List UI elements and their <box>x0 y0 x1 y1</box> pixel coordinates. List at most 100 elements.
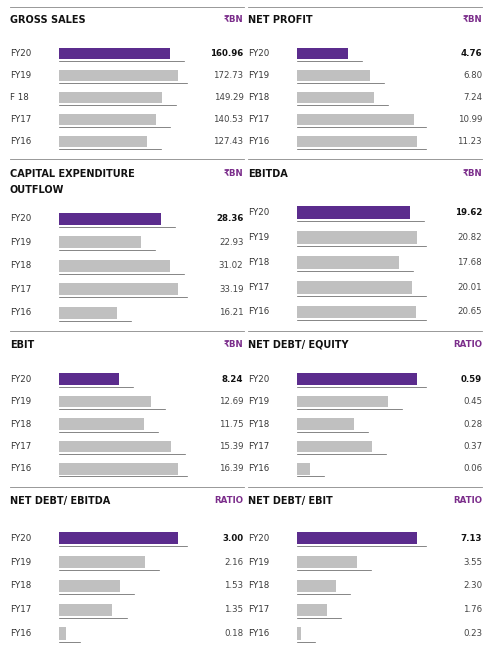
Text: FY16: FY16 <box>248 308 270 316</box>
Text: ₹BN: ₹BN <box>224 340 244 349</box>
Bar <box>298 114 414 125</box>
Bar <box>298 604 327 616</box>
Bar <box>59 396 151 408</box>
Text: FY17: FY17 <box>10 115 31 124</box>
Text: 22.93: 22.93 <box>219 238 244 247</box>
Text: 149.29: 149.29 <box>214 93 244 102</box>
Bar <box>298 281 412 293</box>
Text: 33.19: 33.19 <box>219 285 244 294</box>
Text: 0.37: 0.37 <box>463 442 482 451</box>
Text: 7.24: 7.24 <box>463 93 482 102</box>
Text: FY16: FY16 <box>10 629 31 638</box>
Bar <box>298 92 375 103</box>
Bar <box>59 48 170 59</box>
Text: FY18: FY18 <box>248 419 270 428</box>
Bar <box>298 627 301 640</box>
Bar <box>298 206 410 219</box>
Text: EBITDA: EBITDA <box>248 170 288 179</box>
Text: 0.45: 0.45 <box>463 397 482 406</box>
Text: ₹BN: ₹BN <box>463 170 482 179</box>
Bar <box>298 374 417 385</box>
Text: ₹BN: ₹BN <box>463 16 482 24</box>
Text: FY19: FY19 <box>10 71 31 80</box>
Text: FY19: FY19 <box>248 233 269 242</box>
Text: 4.76: 4.76 <box>461 49 482 58</box>
Text: NET DEBT/ EBITDA: NET DEBT/ EBITDA <box>10 496 110 507</box>
Text: 8.24: 8.24 <box>222 375 244 383</box>
Text: FY17: FY17 <box>248 283 270 291</box>
Text: 140.53: 140.53 <box>213 115 244 124</box>
Bar <box>59 213 161 225</box>
Text: FY18: FY18 <box>10 261 31 271</box>
Text: 0.28: 0.28 <box>463 419 482 428</box>
Text: 172.73: 172.73 <box>213 71 244 80</box>
Text: FY18: FY18 <box>248 258 270 267</box>
Text: 1.53: 1.53 <box>225 582 244 590</box>
Text: 0.59: 0.59 <box>461 375 482 383</box>
Text: 3.00: 3.00 <box>223 534 244 542</box>
Bar <box>298 306 416 318</box>
Bar <box>298 532 417 544</box>
Text: EBIT: EBIT <box>10 340 34 350</box>
Text: CAPITAL EXPENDITURE: CAPITAL EXPENDITURE <box>10 169 134 179</box>
Text: FY19: FY19 <box>10 397 31 406</box>
Bar <box>59 556 145 568</box>
Bar <box>298 418 354 430</box>
Text: F 18: F 18 <box>10 93 29 102</box>
Text: FY16: FY16 <box>248 137 270 146</box>
Text: FY16: FY16 <box>10 464 31 473</box>
Text: FY17: FY17 <box>248 605 270 614</box>
Text: 31.02: 31.02 <box>219 261 244 271</box>
Text: FY20: FY20 <box>248 49 270 58</box>
Text: OUTFLOW: OUTFLOW <box>10 185 64 195</box>
Text: 11.23: 11.23 <box>457 137 482 146</box>
Bar <box>59 70 178 82</box>
Text: FY17: FY17 <box>10 285 31 294</box>
Text: FY19: FY19 <box>10 238 31 247</box>
Text: FY20: FY20 <box>248 375 270 383</box>
Text: 16.39: 16.39 <box>219 464 244 473</box>
Bar <box>59 418 144 430</box>
Text: NET DEBT/ EQUITY: NET DEBT/ EQUITY <box>248 340 349 350</box>
Text: FY18: FY18 <box>10 419 31 428</box>
Text: 2.30: 2.30 <box>463 582 482 590</box>
Text: FY17: FY17 <box>10 442 31 451</box>
Bar <box>59 604 112 616</box>
Text: FY19: FY19 <box>248 557 269 567</box>
Text: 10.99: 10.99 <box>458 115 482 124</box>
Text: RATIO: RATIO <box>214 496 244 505</box>
Bar <box>298 463 310 475</box>
Bar <box>59 441 171 452</box>
Bar <box>59 306 117 319</box>
Text: 20.82: 20.82 <box>457 233 482 242</box>
Text: FY20: FY20 <box>248 534 270 542</box>
Text: 20.01: 20.01 <box>457 283 482 291</box>
Bar <box>59 114 156 125</box>
Text: FY16: FY16 <box>10 308 31 317</box>
Bar <box>59 463 178 475</box>
Text: FY16: FY16 <box>248 464 270 473</box>
Bar <box>298 580 336 592</box>
Text: FY18: FY18 <box>248 93 270 102</box>
Text: ₹BN: ₹BN <box>224 16 244 24</box>
Bar <box>298 441 372 452</box>
Text: 11.75: 11.75 <box>219 419 244 428</box>
Bar <box>59 136 147 147</box>
Text: 6.80: 6.80 <box>463 71 482 80</box>
Bar <box>59 627 66 640</box>
Text: FY16: FY16 <box>10 137 31 146</box>
Text: 1.35: 1.35 <box>225 605 244 614</box>
Bar <box>59 92 162 103</box>
Text: 3.55: 3.55 <box>463 557 482 567</box>
Bar <box>298 256 399 269</box>
Text: RATIO: RATIO <box>453 496 482 505</box>
Text: 15.39: 15.39 <box>219 442 244 451</box>
Text: RATIO: RATIO <box>453 340 482 349</box>
Text: FY20: FY20 <box>10 534 31 542</box>
Text: 7.13: 7.13 <box>461 534 482 542</box>
Text: FY19: FY19 <box>10 557 31 567</box>
Text: FY17: FY17 <box>248 442 270 451</box>
Text: FY17: FY17 <box>248 115 270 124</box>
Text: NET PROFIT: NET PROFIT <box>248 16 313 25</box>
Bar <box>298 231 417 244</box>
